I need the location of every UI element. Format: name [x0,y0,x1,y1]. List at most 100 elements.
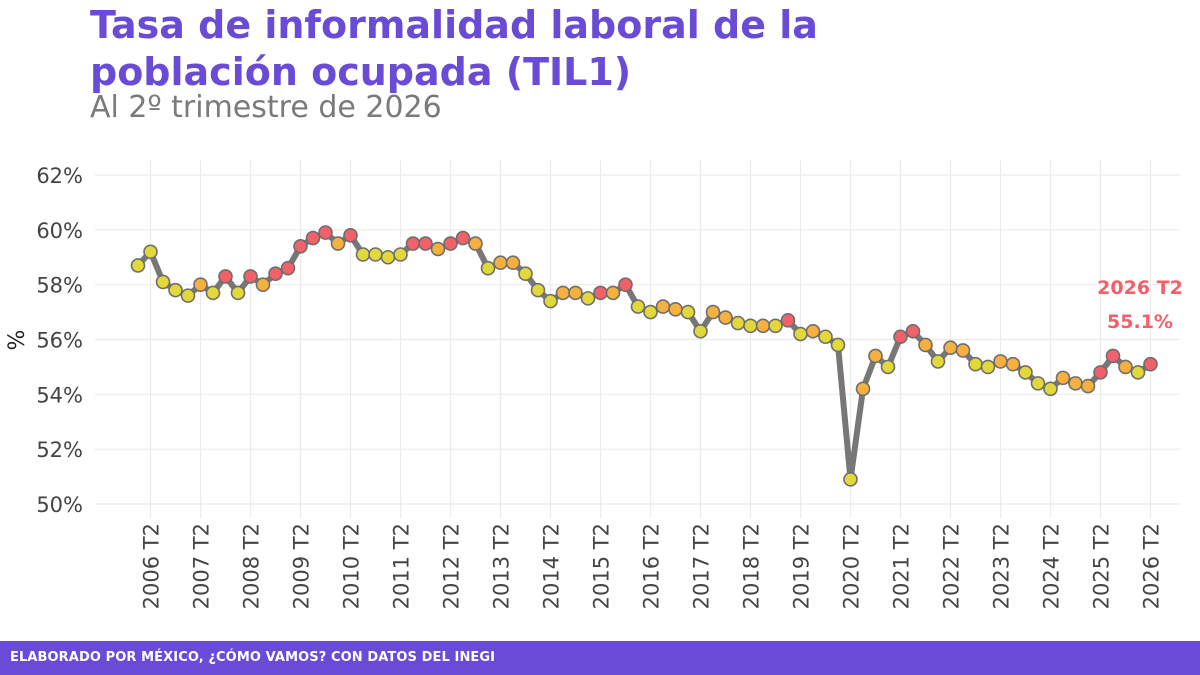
y-tick-label: 50% [36,493,83,517]
data-point [893,329,908,345]
data-point [1143,356,1158,372]
data-point [968,356,983,372]
data-point [618,277,633,292]
data-point [180,288,196,303]
data-point [668,302,683,317]
data-point [155,274,171,290]
data-point [143,244,158,260]
data-point [1043,381,1058,397]
data-point [643,304,658,320]
data-point [168,282,183,298]
data-point [243,269,258,284]
data-point [580,291,596,306]
data-point [980,359,996,375]
data-point [630,299,646,314]
x-tick-label: 2015 T2 [590,523,614,609]
data-point [805,323,821,339]
axes: % 50% 52% 54% 56% 58% 60% 62% 2006 T2 2007 T2 200… [5,164,1164,609]
data-point [1105,348,1121,364]
data-point [1030,376,1046,391]
x-tick-label: 2017 T2 [690,523,714,609]
footer-credit: ELABORADO POR MÉXICO, ¿CÓMO VAMOS? CON D… [10,650,496,665]
data-point [455,230,471,246]
data-point [905,323,921,339]
data-point [305,230,321,246]
x-tick-label: 2024 T2 [1040,523,1064,609]
data-point [218,269,233,284]
x-tick-label: 2008 T2 [240,523,264,609]
data-point [1130,365,1146,380]
data-point [1005,356,1021,372]
data-point [855,381,871,397]
x-tick-label: 2023 T2 [990,523,1014,609]
chart-subtitle: Al 2º trimestre de 2026 [90,90,442,125]
data-point [693,323,708,339]
data-point [930,354,946,369]
y-axis-title: % [5,330,30,351]
x-tick-label: 2019 T2 [790,523,814,609]
grid-lines [95,160,1180,518]
data-point [1093,365,1108,380]
x-tick-label: 2013 T2 [490,523,514,609]
data-point [568,285,583,301]
data-point [318,225,333,240]
y-tick-label: 56% [36,329,83,353]
data-point [355,247,371,262]
data-point [555,285,571,301]
last-value-annotation: 2026 T2 55.1% [1097,277,1183,333]
data-point [955,343,971,358]
y-tick-label: 62% [36,164,83,188]
data-point [718,310,733,325]
data-point [830,337,846,353]
data-point [293,238,308,254]
x-tick-label: 2010 T2 [340,523,364,609]
data-point [193,277,208,292]
data-point [493,255,508,271]
data-point [530,282,546,298]
data-point [393,247,408,262]
x-tick-label: 2014 T2 [540,523,564,609]
data-point [1018,365,1033,380]
data-point [680,304,696,320]
y-tick-label: 54% [36,383,83,407]
data-point [1080,378,1096,394]
x-tick-label: 2025 T2 [1090,523,1114,609]
data-point [1068,376,1083,391]
y-tick-label: 58% [36,274,83,298]
data-point [280,260,296,276]
x-tick-label: 2026 T2 [1140,523,1164,609]
y-tick-label: 60% [36,219,83,243]
data-point [993,354,1008,369]
data-point [130,258,146,273]
x-tick-label: 2018 T2 [740,523,764,609]
data-point [205,285,221,301]
data-point [768,318,783,334]
chart-title: Tasa de informalidad laboral de la pobla… [90,3,818,94]
series-points [130,225,1158,487]
x-tick-label: 2022 T2 [940,523,964,609]
annotation-period-label: 2026 T2 [1097,277,1183,299]
data-point [730,315,746,331]
x-tick-label: 2006 T2 [140,523,164,609]
data-point [468,236,483,251]
data-point [918,337,933,353]
data-point [818,329,833,345]
data-point [330,236,346,251]
x-tick-label: 2007 T2 [190,523,214,609]
x-tick-label: 2020 T2 [840,523,864,609]
data-point [518,266,533,282]
data-point [705,304,721,320]
data-point [1118,359,1133,375]
data-point [793,326,808,342]
data-point [343,228,358,243]
data-point [268,266,283,282]
y-tick-label: 52% [36,438,83,462]
x-tick-label: 2009 T2 [290,523,314,609]
data-point [743,318,758,334]
data-point [655,299,671,314]
data-point [843,472,858,487]
data-point [480,260,496,276]
x-tick-label: 2016 T2 [640,523,664,609]
data-point [405,236,421,251]
data-point [255,277,271,292]
